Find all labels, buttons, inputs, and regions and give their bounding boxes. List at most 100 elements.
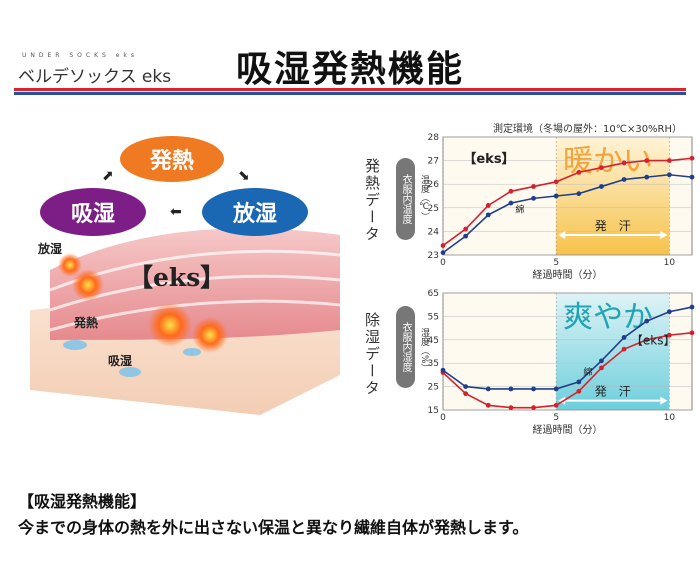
data-point-cotton bbox=[508, 386, 514, 392]
absorb-bubble: 吸湿 bbox=[40, 188, 146, 236]
data-point-cotton bbox=[553, 386, 559, 392]
y-tick-label: 55 bbox=[428, 312, 439, 322]
data-point-eks bbox=[553, 179, 559, 185]
data-point-cotton bbox=[485, 212, 491, 218]
heat-label: 発熱 bbox=[74, 316, 99, 330]
data-point-cotton bbox=[440, 250, 446, 256]
arrow-left-icon: ⬅ bbox=[170, 204, 182, 220]
series-line-cotton bbox=[442, 306, 693, 390]
fiber-drawing bbox=[30, 228, 341, 415]
data-point-eks bbox=[621, 346, 627, 352]
footer-heading: 【吸湿発熱機能】 bbox=[18, 492, 147, 511]
data-point-cotton bbox=[666, 309, 672, 315]
x-axis-label: 経過時間（分） bbox=[533, 268, 603, 281]
series-line-eks bbox=[442, 157, 693, 247]
footer-text: 今までの身体の熱を外に出さない保温と異なり繊維自体が発熱します。 bbox=[18, 518, 529, 537]
x-tick-label: 5 bbox=[553, 413, 559, 423]
series-label-eks: 【eks】 bbox=[463, 151, 514, 167]
plot-area-1 bbox=[443, 293, 692, 410]
overlay-word: 暖かい bbox=[563, 144, 653, 179]
y-tick-label: 15 bbox=[428, 406, 439, 416]
plot-frame-1 bbox=[442, 292, 693, 411]
arrow-down-right-icon: ⬊ bbox=[238, 168, 250, 184]
data-point-cotton bbox=[576, 379, 582, 385]
top-unit: 温度（℃） bbox=[419, 175, 429, 221]
series-line-eks bbox=[442, 331, 693, 409]
data-point-cotton bbox=[621, 177, 627, 182]
data-point-eks bbox=[553, 402, 559, 408]
data-point-cotton bbox=[531, 195, 536, 201]
data-point-cotton bbox=[689, 174, 695, 180]
y-tick-label: 28 bbox=[428, 133, 440, 143]
data-point-cotton bbox=[485, 386, 491, 392]
data-point-eks bbox=[666, 158, 672, 164]
data-point-eks bbox=[621, 160, 627, 166]
data-point-eks bbox=[644, 337, 650, 343]
sweat-label: 発 汗 bbox=[595, 219, 631, 233]
sweat-label: 発 汗 bbox=[595, 385, 631, 399]
data-point-eks bbox=[576, 388, 582, 394]
data-point-eks bbox=[689, 330, 695, 336]
series-label-eks: 【eks】 bbox=[631, 333, 676, 347]
x-tick-label: 5 bbox=[553, 258, 559, 268]
x-tick-label: 0 bbox=[440, 413, 446, 423]
series-label-cotton: 綿 bbox=[515, 204, 524, 216]
brand-logo: ベルデソックス eks bbox=[18, 67, 172, 87]
data-point-cotton bbox=[440, 367, 446, 373]
plot-area-0 bbox=[443, 137, 692, 255]
data-point-eks bbox=[666, 332, 672, 338]
data-point-eks bbox=[531, 405, 536, 411]
eks-mark: 【eks】 bbox=[128, 263, 226, 292]
top-pill: 衣服内温度 bbox=[396, 158, 415, 240]
series-label-cotton: 綿 bbox=[583, 366, 592, 378]
data-point-eks bbox=[440, 243, 446, 248]
y-tick-label: 24 bbox=[428, 227, 440, 237]
sweat-arrow-head-right bbox=[660, 396, 668, 405]
data-point-cotton bbox=[599, 358, 604, 364]
top-panel-label: 発熱データ bbox=[363, 158, 381, 243]
data-point-cotton bbox=[463, 384, 469, 389]
data-point-eks bbox=[485, 203, 491, 208]
bottom-pill: 衣服内湿度 bbox=[396, 306, 415, 388]
x-tick-label: 0 bbox=[440, 258, 446, 268]
data-point-cotton bbox=[599, 184, 604, 189]
data-point-cotton bbox=[644, 174, 650, 180]
x-tick-label: 10 bbox=[664, 413, 676, 423]
data-point-eks bbox=[531, 184, 536, 189]
absorb-label: 吸湿 bbox=[108, 354, 133, 368]
data-point-eks bbox=[463, 226, 469, 232]
release-bubble: 放湿 bbox=[202, 188, 308, 236]
x-axis-label: 経過時間（分） bbox=[533, 423, 603, 436]
overlay-word: 爽やか bbox=[563, 300, 653, 335]
y-tick-label: 65 bbox=[428, 289, 439, 299]
data-point-cotton bbox=[621, 335, 627, 340]
data-point-eks bbox=[463, 391, 469, 397]
data-point-cotton bbox=[644, 318, 650, 324]
sweat-region-0 bbox=[556, 137, 670, 255]
y-tick-label: 25 bbox=[428, 383, 439, 393]
data-point-cotton bbox=[689, 304, 695, 310]
sweat-arrow-head-left bbox=[558, 230, 566, 239]
sweat-arrow-head-right bbox=[660, 230, 668, 239]
data-point-eks bbox=[508, 188, 514, 194]
data-point-eks bbox=[689, 155, 695, 161]
release-label: 放湿 bbox=[38, 242, 63, 256]
arrow-up-right-icon: ⬈ bbox=[102, 168, 114, 184]
heat-bubble: 発熱 bbox=[120, 136, 224, 182]
sweat-region-1 bbox=[556, 293, 670, 410]
data-point-eks bbox=[485, 402, 491, 408]
header-rule-red bbox=[14, 88, 686, 91]
series-line-cotton bbox=[442, 173, 693, 254]
x-tick-label: 10 bbox=[664, 258, 676, 268]
data-point-cotton bbox=[666, 172, 672, 178]
data-point-eks bbox=[644, 158, 650, 164]
data-point-eks bbox=[576, 170, 582, 175]
data-point-cotton bbox=[576, 191, 582, 197]
data-point-cotton bbox=[463, 233, 469, 239]
data-point-eks bbox=[599, 365, 604, 371]
measurement-conditions: 測定環境（冬場の屋外：10℃×30%RH） bbox=[493, 124, 683, 135]
y-tick-label: 27 bbox=[428, 157, 439, 167]
brand-small: UNDER SOCKS eks bbox=[22, 52, 139, 59]
data-point-cotton bbox=[553, 193, 559, 199]
fiber-illustration: 発熱 吸湿 放湿 ⬈ ⬊ ⬅ 放湿 発熱 吸湿 【eks】 bbox=[10, 136, 345, 420]
